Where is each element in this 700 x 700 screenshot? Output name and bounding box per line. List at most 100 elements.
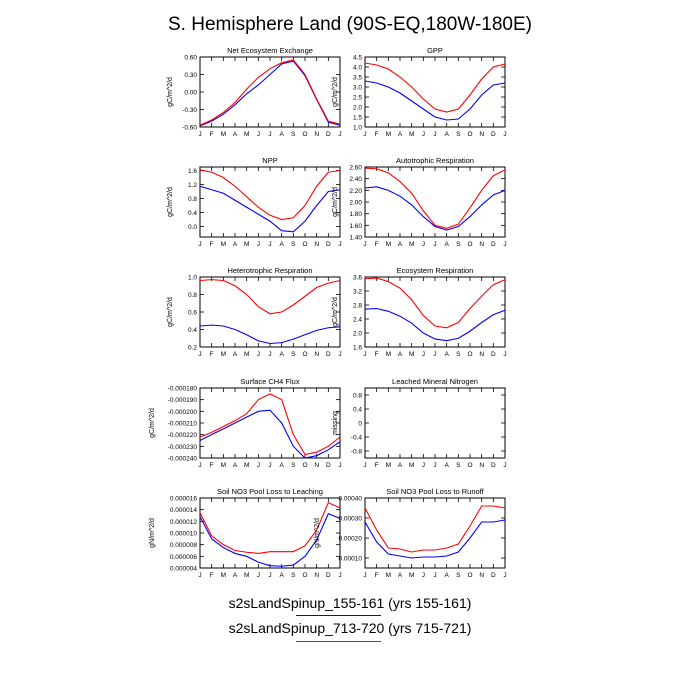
soil-no3-pool-loss-to-leaching-ytick-label: 0.000004 xyxy=(170,566,197,573)
net-ecosystem-exchange-ylabel: gC/m^2/d xyxy=(167,77,174,107)
soil-no3-pool-loss-to-leaching-ytick-label: 0.000014 xyxy=(170,507,197,514)
soil-no3-pool-loss-to-runoff-xtick-label: N xyxy=(479,572,484,579)
leached-mineral-nitrogen-xtick-label: M xyxy=(386,462,391,469)
ecosystem-respiration-xtick-label: F xyxy=(375,351,379,358)
gpp-xtick-label: J xyxy=(503,131,506,138)
leached-mineral-nitrogen-ytick-label: 0.4 xyxy=(353,407,362,414)
figure-title: S. Hemisphere Land (90S-EQ,180W-180E) xyxy=(168,14,532,35)
surface-ch4-flux-ytick-label: -0.000210 xyxy=(168,421,198,428)
ecosystem-respiration-xtick-label: D xyxy=(491,351,496,358)
surface-ch4-flux-xtick-label: J xyxy=(268,462,271,469)
panel-heterotrophic-respiration: Heterotrophic Respiration gC/m^2/d 0.2 0.4 0… xyxy=(167,266,342,358)
heterotrophic-respiration-xtick-label: F xyxy=(210,351,214,358)
net-ecosystem-exchange-xtick-label: M xyxy=(244,131,249,138)
net-ecosystem-exchange-xtick-label: S xyxy=(291,131,296,138)
soil-no3-pool-loss-to-runoff-ytick-label: 0.00010 xyxy=(339,556,363,563)
autotrophic-respiration-ylabel: gC/m^2/d xyxy=(332,187,339,217)
leached-mineral-nitrogen-xtick-label: F xyxy=(375,462,379,469)
autotrophic-respiration-xtick-label: J xyxy=(433,241,436,248)
autotrophic-respiration-ytick-label: 1.60 xyxy=(349,223,362,230)
autotrophic-respiration-xtick-label: F xyxy=(375,241,379,248)
soil-no3-pool-loss-to-runoff-xtick-label: O xyxy=(467,572,472,579)
leached-mineral-nitrogen-xtick-label: N xyxy=(479,462,484,469)
soil-no3-pool-loss-to-leaching-xtick-label: A xyxy=(233,572,238,579)
autotrophic-respiration-xtick-label: J xyxy=(363,241,366,248)
leached-mineral-nitrogen-ytick-label: -0.4 xyxy=(351,435,363,442)
surface-ch4-flux-ytick-label: -0.000230 xyxy=(168,444,198,451)
legend-swatch-red xyxy=(296,641,381,642)
soil-no3-pool-loss-to-leaching-series-blue xyxy=(199,513,341,567)
gpp-xtick-label: A xyxy=(398,131,403,138)
npp-title: NPP xyxy=(262,156,277,165)
net-ecosystem-exchange-xtick-label: F xyxy=(210,131,214,138)
surface-ch4-flux-xtick-label: F xyxy=(210,462,214,469)
soil-no3-pool-loss-to-runoff-ytick-label: 0.00030 xyxy=(339,516,363,523)
ecosystem-respiration-ytick-label: 2.4 xyxy=(353,317,362,324)
autotrophic-respiration-ytick-label: 2.60 xyxy=(349,165,362,172)
gpp-xtick-label: M xyxy=(386,131,391,138)
gpp-ylabel: gC/m^2/d xyxy=(332,77,339,107)
panel-soil-no3-pool-loss-to-runoff: Soil NO3 Pool Loss to Runoff gN/m^2/d 0.00… xyxy=(314,487,507,579)
net-ecosystem-exchange-xtick-label: J xyxy=(257,131,260,138)
ecosystem-respiration-series-red xyxy=(364,277,506,329)
npp-xtick-label: J xyxy=(338,241,341,248)
npp-xtick-label: A xyxy=(279,241,284,248)
surface-ch4-flux-ytick-label: -0.000220 xyxy=(168,432,198,439)
autotrophic-respiration-xtick-label: J xyxy=(422,241,425,248)
soil-no3-pool-loss-to-leaching-xtick-label: J xyxy=(268,572,271,579)
ecosystem-respiration-plot-frame xyxy=(364,276,506,348)
panel-leached-mineral-nitrogen: Leached Mineral Nitrogen missing -0.8 -0.4 0… xyxy=(332,377,507,469)
heterotrophic-respiration-xtick-label: D xyxy=(326,351,331,358)
soil-no3-pool-loss-to-leaching-ylabel: gN/m^2/d xyxy=(149,518,156,548)
npp-ylabel: gC/m^2/d xyxy=(167,187,174,217)
ecosystem-respiration-ylabel: gC/m^2/d xyxy=(332,297,339,327)
surface-ch4-flux-xtick-label: M xyxy=(221,462,226,469)
soil-no3-pool-loss-to-leaching-title: Soil NO3 Pool Loss to Leaching xyxy=(217,487,323,496)
ecosystem-respiration-xtick-label: N xyxy=(479,351,484,358)
heterotrophic-respiration-series-red xyxy=(199,279,341,315)
ecosystem-respiration-title: Ecosystem Respiration xyxy=(397,266,474,275)
gpp-xtick-label: A xyxy=(444,131,449,138)
autotrophic-respiration-series-blue xyxy=(364,186,506,231)
autotrophic-respiration-ytick-label: 1.40 xyxy=(349,235,362,242)
gpp-xtick-label: D xyxy=(491,131,496,138)
legend-entry-1: s2sLandSpinup_155-161 (yrs 155-161) xyxy=(0,595,700,611)
net-ecosystem-exchange-series-red xyxy=(199,59,341,126)
npp-ytick-label: 0.8 xyxy=(188,196,197,203)
soil-no3-pool-loss-to-runoff-xtick-label: M xyxy=(409,572,414,579)
gpp-ytick-label: 1.0 xyxy=(353,125,362,132)
autotrophic-respiration-xtick-label: D xyxy=(491,241,496,248)
surface-ch4-flux-ytick-label: -0.000200 xyxy=(168,409,198,416)
autotrophic-respiration-xtick-label: M xyxy=(386,241,391,248)
soil-no3-pool-loss-to-leaching-ytick-label: 0.000012 xyxy=(170,519,197,526)
gpp-xtick-label: N xyxy=(479,131,484,138)
leached-mineral-nitrogen-xtick-label: D xyxy=(491,462,496,469)
npp-series-blue xyxy=(199,185,341,233)
npp-xtick-label: F xyxy=(210,241,214,248)
heterotrophic-respiration-xtick-label: S xyxy=(291,351,296,358)
net-ecosystem-exchange-xtick-label: N xyxy=(314,131,319,138)
soil-no3-pool-loss-to-runoff-title: Soil NO3 Pool Loss to Runoff xyxy=(386,487,484,496)
gpp-ytick-label: 2.5 xyxy=(353,95,362,102)
surface-ch4-flux-xtick-label: N xyxy=(314,462,319,469)
leached-mineral-nitrogen-xtick-label: A xyxy=(444,462,449,469)
gpp-ytick-label: 3.0 xyxy=(353,85,362,92)
panels-group: Net Ecosystem Exchange gC/m^2/d -0.60 -0.30… xyxy=(149,46,507,579)
leached-mineral-nitrogen-ytick-label: -0.8 xyxy=(351,449,363,456)
heterotrophic-respiration-title: Heterotrophic Respiration xyxy=(227,266,312,275)
ecosystem-respiration-xtick-label: O xyxy=(467,351,472,358)
surface-ch4-flux-xtick-label: A xyxy=(233,462,238,469)
ecosystem-respiration-xtick-label: A xyxy=(398,351,403,358)
panel-ecosystem-respiration: Ecosystem Respiration gC/m^2/d 1.6 2.0 2.4 2.… xyxy=(332,266,507,358)
leached-mineral-nitrogen-plot-frame xyxy=(364,387,506,459)
ecosystem-respiration-ytick-label: 2.8 xyxy=(353,303,362,310)
ecosystem-respiration-series-blue xyxy=(364,307,506,342)
net-ecosystem-exchange-xtick-label: J xyxy=(268,131,271,138)
ecosystem-respiration-xtick-label: J xyxy=(363,351,366,358)
heterotrophic-respiration-xtick-label: A xyxy=(233,351,238,358)
soil-no3-pool-loss-to-leaching-xtick-label: M xyxy=(221,572,226,579)
surface-ch4-flux-ylabel: gC/m^2/d xyxy=(149,408,156,438)
npp-xtick-label: M xyxy=(244,241,249,248)
soil-no3-pool-loss-to-runoff-ytick-label: 0.00020 xyxy=(339,536,363,543)
